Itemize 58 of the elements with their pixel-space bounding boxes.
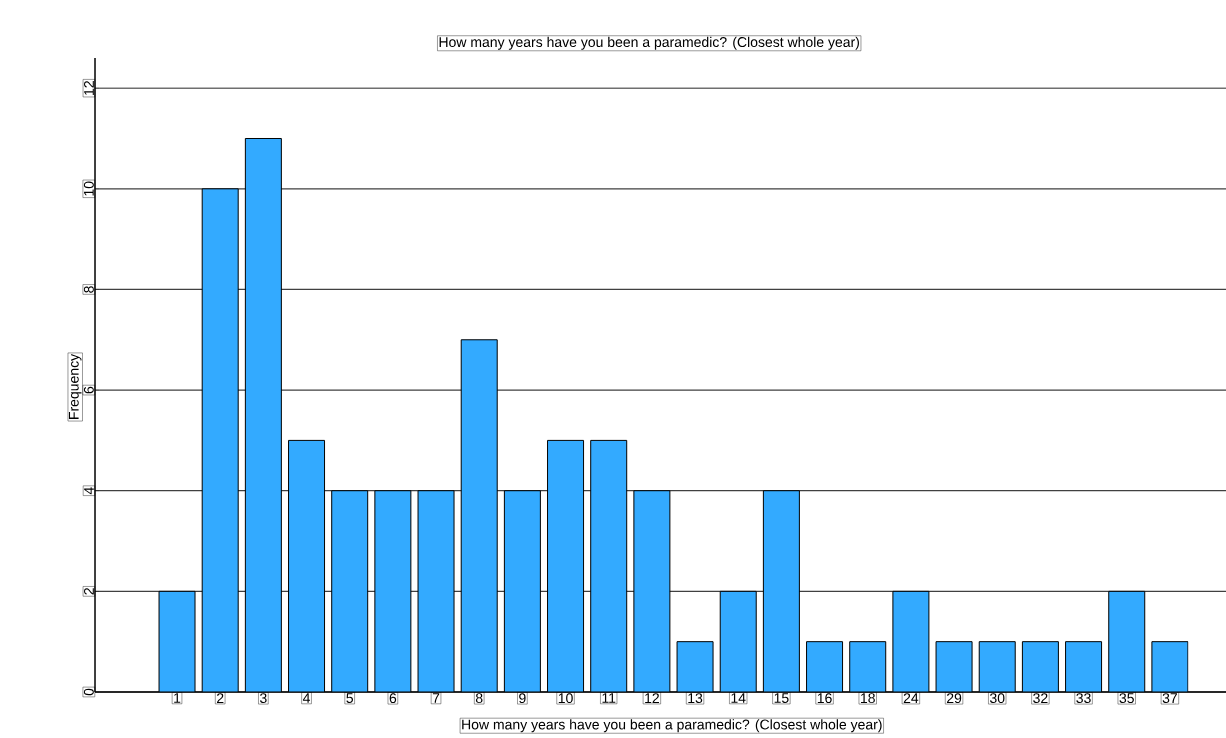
x-tick-label: 2 [217, 693, 224, 703]
bar [158, 590, 196, 692]
x-tick-label: 3 [260, 693, 267, 704]
y-axis-title: Frequency [68, 353, 82, 419]
y-tick-label: 6 [83, 386, 94, 394]
x-axis-title: How many years have you been a paramedic? (Closest whole year) [462, 719, 882, 733]
x-tick-label: 13 [688, 693, 703, 704]
bar [633, 490, 671, 692]
bar [331, 490, 369, 692]
bar [676, 641, 714, 692]
bar [1065, 641, 1103, 692]
bar [806, 641, 844, 692]
x-tick-label: 9 [519, 693, 526, 704]
x-tick-label: 6 [389, 693, 397, 704]
x-tick-label: 24 [903, 693, 919, 703]
bar [762, 490, 800, 692]
x-tick-label: 29 [946, 693, 962, 704]
bar [417, 490, 455, 692]
x-tick-label: 8 [475, 693, 483, 704]
x-tick-label: 10 [558, 693, 573, 704]
x-tick-label: 4 [302, 693, 311, 703]
x-tick-label: 5 [346, 693, 354, 703]
x-tick-label: 11 [602, 693, 616, 703]
y-tick-label: 4 [84, 487, 94, 495]
x-tick-label: 14 [731, 693, 746, 703]
x-tick-label: 30 [989, 693, 1005, 704]
bar [590, 439, 628, 692]
bar [201, 188, 239, 692]
x-tick-label: 35 [1119, 693, 1134, 704]
x-tick-label: 32 [1033, 693, 1048, 704]
x-tick-label: 12 [645, 693, 659, 703]
bar [460, 339, 498, 692]
bar [503, 490, 541, 692]
bar [892, 590, 930, 692]
bar [1021, 641, 1059, 692]
bar [978, 641, 1016, 692]
bar [1151, 641, 1189, 692]
bar [849, 641, 887, 692]
chart-title: How many years have you been a paramedic? (Closest whole year) [439, 36, 859, 50]
x-tick-label: 1 [174, 693, 181, 703]
y-tick-label: 8 [83, 286, 94, 293]
x-tick-label: 33 [1076, 693, 1091, 704]
x-tick-label: 15 [774, 693, 789, 703]
x-tick-label: 7 [432, 693, 440, 703]
bar [244, 138, 282, 692]
y-tick-label: 2 [84, 588, 94, 595]
x-tick-label: 37 [1162, 693, 1177, 704]
bar [288, 439, 326, 692]
bar [374, 490, 412, 692]
x-tick-label: 18 [861, 693, 875, 704]
bar [1108, 590, 1146, 692]
y-tick-label: 12 [84, 81, 94, 95]
y-tick-label: 10 [83, 181, 94, 196]
bar [935, 641, 973, 692]
x-tick-label: 16 [817, 693, 832, 704]
bar [719, 590, 757, 692]
bar [547, 439, 585, 692]
y-tick-label: 0 [83, 688, 94, 696]
